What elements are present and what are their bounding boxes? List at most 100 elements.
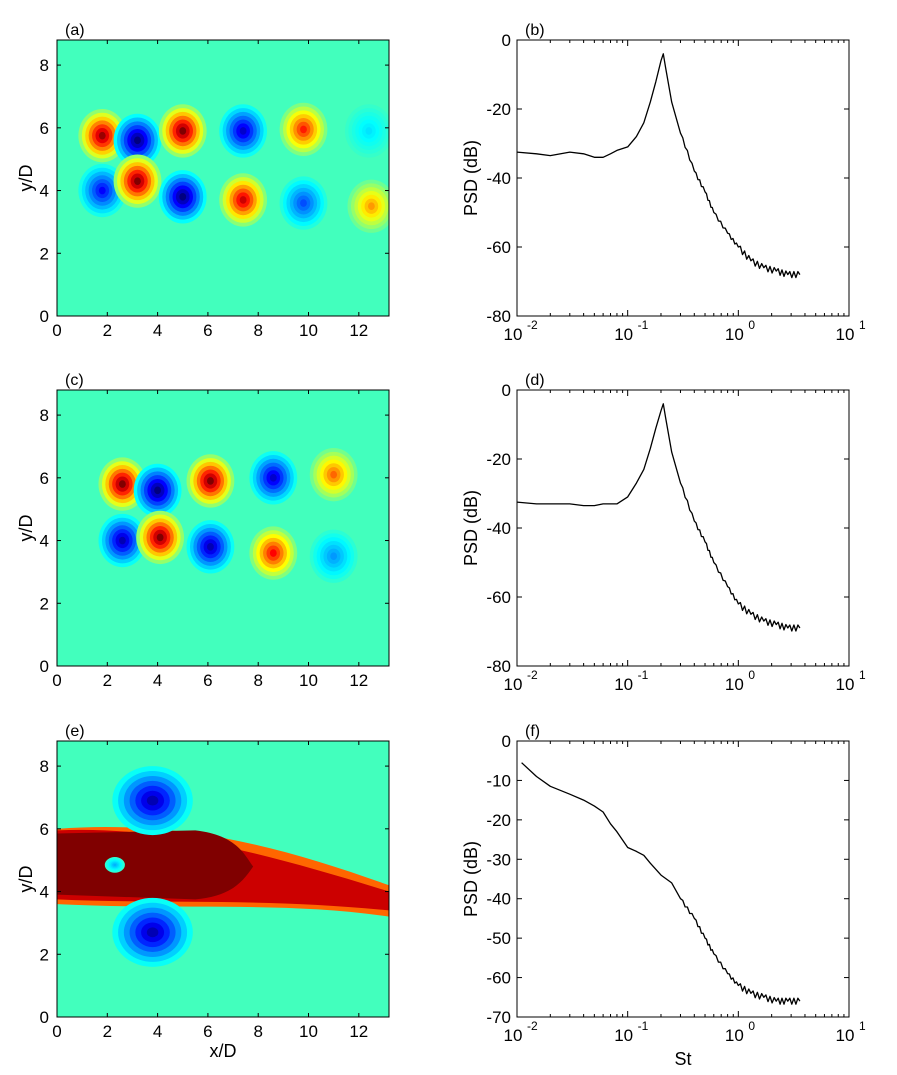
x-tick-label: 6	[203, 1022, 212, 1041]
vortex-blob	[154, 486, 162, 495]
x-tick-label: 10	[299, 1022, 318, 1041]
vortex-blob	[179, 193, 187, 201]
x-tick-label: 4	[153, 321, 162, 340]
heatmap-field	[57, 40, 389, 316]
x-tick-label: 12	[349, 671, 368, 690]
y-tick-label: -30	[486, 850, 511, 869]
y-tick-label: 6	[40, 119, 49, 138]
vortex-blob	[146, 927, 159, 938]
vortex-blob	[269, 474, 277, 482]
y-axis-label: y/D	[16, 514, 36, 541]
y-tick-label: 0	[502, 732, 511, 751]
vortex-blob	[269, 549, 277, 557]
psd-line	[516, 403, 801, 632]
vortex-blob	[98, 131, 106, 140]
panel-title: (f)	[525, 723, 540, 740]
axes-frame	[516, 389, 850, 667]
vortex-blob	[367, 202, 375, 211]
panel-title: (e)	[65, 723, 85, 740]
vortex-blob	[239, 127, 247, 135]
x-tick-label: 10	[299, 321, 318, 340]
axes-frame	[56, 39, 390, 317]
heatmap-field	[57, 741, 389, 1017]
y-tick-label: -60	[486, 238, 511, 257]
wake-core	[57, 830, 254, 900]
x-tick-label: 0	[52, 1022, 61, 1041]
y-tick-label: 4	[40, 182, 49, 201]
psd-panel-f: 10 -2 10 -1 10 0 10 10-10-20-30-40-50-60-70(f)P…	[461, 723, 866, 1069]
vortex-blob	[179, 127, 187, 135]
y-tick-label: -50	[486, 929, 511, 948]
vortex-blob	[156, 533, 164, 542]
x-tick-exponent: -1	[638, 668, 649, 682]
vortex-blob	[330, 552, 338, 561]
vortex-blob	[330, 470, 338, 479]
y-tick-label: -40	[486, 169, 511, 188]
vortex-blob	[134, 177, 141, 185]
x-tick-base: 10	[725, 675, 744, 694]
psd-line	[521, 762, 801, 1005]
y-tick-label: 2	[40, 945, 49, 964]
x-axis-label: St	[674, 1049, 691, 1069]
x-tick-label: 2	[103, 1022, 112, 1041]
y-tick-label: 0	[502, 31, 511, 50]
vortex-blob	[239, 196, 247, 204]
heatmap-panel-a: 0 2 4 6 8 10 12 0 2 4 6 8 (a) y/D	[16, 22, 390, 340]
y-tick-label: 2	[40, 594, 49, 613]
psd-panel-b: 10 -2 10 -1 10 0 10 10-20-40-60-80(b)PSD (dB)	[461, 22, 866, 344]
x-tick-base: 10	[725, 325, 744, 344]
y-tick-label: 0	[40, 307, 49, 326]
x-tick-exponent: 1	[859, 1019, 866, 1033]
vortex-blob	[146, 795, 159, 806]
y-tick-label: -20	[486, 100, 511, 119]
y-tick-label: -10	[486, 771, 511, 790]
axes-frame	[56, 389, 390, 667]
y-axis-label: PSD (dB)	[461, 841, 481, 917]
y-tick-label: -20	[486, 811, 511, 830]
y-tick-label: 6	[40, 820, 49, 839]
y-tick-label: 0	[502, 381, 511, 400]
vortex-blob	[207, 477, 214, 485]
y-tick-label: 8	[40, 406, 49, 425]
panel-title: (d)	[525, 372, 545, 389]
y-tick-label: -60	[486, 588, 511, 607]
x-tick-label: 12	[349, 321, 368, 340]
x-tick-base: 10	[614, 1026, 633, 1045]
vortex-blob	[300, 125, 307, 134]
vortex-blob	[98, 186, 106, 195]
y-tick-label: -80	[486, 657, 511, 676]
y-tick-label: -60	[486, 969, 511, 988]
x-tick-label: 6	[203, 671, 212, 690]
vortex-blob	[134, 136, 141, 145]
y-axis-label: PSD (dB)	[461, 490, 481, 566]
x-tick-exponent: 0	[748, 318, 755, 332]
y-tick-label: -80	[486, 307, 511, 326]
y-axis-label: y/D	[16, 164, 36, 191]
heatmap-field	[57, 390, 389, 666]
x-tick-label: 12	[349, 1022, 368, 1041]
x-tick-base: 10	[836, 1026, 855, 1045]
y-axis-label: y/D	[16, 865, 36, 892]
axes-frame	[56, 740, 390, 1018]
panel-title: (c)	[65, 372, 84, 389]
x-tick-base: 10	[614, 675, 633, 694]
y-tick-label: 6	[40, 469, 49, 488]
y-tick-label: -40	[486, 890, 511, 909]
vortex-blob	[113, 863, 117, 867]
panel-title: (b)	[525, 22, 545, 39]
x-tick-exponent: -2	[527, 668, 538, 682]
axes-frame	[516, 740, 850, 1018]
axes-frame	[516, 39, 850, 317]
x-tick-exponent: -2	[527, 318, 538, 332]
x-tick-label: 2	[103, 321, 112, 340]
x-tick-label: 10	[299, 671, 318, 690]
x-tick-base: 10	[504, 325, 523, 344]
x-tick-base: 10	[614, 325, 633, 344]
heatmap-panel-c: 0 2 4 6 8 10 12 0 2 4 6 8 (c) y/D	[16, 372, 390, 690]
y-axis-label: PSD (dB)	[461, 140, 481, 216]
heatmap-panel-e: 0 2 4 6 8 10 12 0 2 4 6 8 (e) y/D x/D	[16, 723, 390, 1061]
x-tick-label: 8	[253, 671, 262, 690]
x-tick-label: 4	[153, 671, 162, 690]
vortex-blob	[365, 127, 373, 135]
